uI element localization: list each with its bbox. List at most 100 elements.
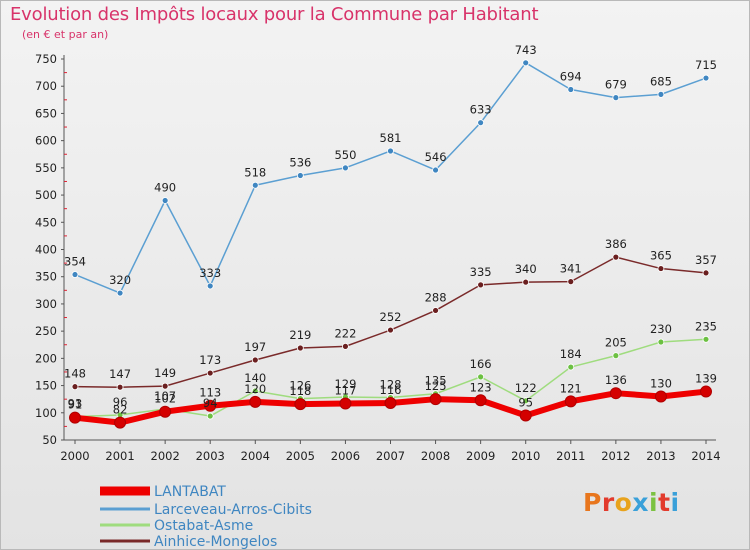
data-label: 94 — [203, 396, 218, 410]
data-label: 102 — [154, 392, 176, 406]
data-label: 694 — [560, 69, 582, 83]
chart-subtitle: (en € et par an) — [22, 28, 109, 41]
data-label: 140 — [244, 371, 266, 385]
data-point — [342, 164, 349, 172]
y-tick-label: 650 — [35, 106, 57, 120]
data-label: 135 — [425, 374, 447, 388]
data-point — [654, 390, 667, 403]
data-point — [339, 397, 352, 410]
x-tick-label: 2002 — [151, 449, 180, 463]
data-label: 320 — [109, 273, 131, 287]
chart-title: Evolution des Impôts locaux pour la Comm… — [10, 4, 539, 25]
y-tick-label: 400 — [35, 243, 57, 257]
x-tick-label: 2006 — [331, 449, 360, 463]
data-point — [251, 356, 259, 364]
data-label: 91 — [68, 398, 83, 412]
data-label: 518 — [244, 165, 266, 179]
data-point — [206, 282, 214, 290]
data-label: 341 — [560, 262, 582, 276]
data-point — [519, 409, 532, 422]
data-label: 743 — [515, 43, 537, 57]
data-label: 96 — [113, 395, 128, 409]
data-label: 149 — [154, 366, 176, 380]
data-label: 107 — [154, 389, 176, 403]
data-label: 128 — [380, 378, 402, 392]
x-tick-label: 2008 — [421, 449, 450, 463]
x-tick-label: 2007 — [376, 449, 405, 463]
data-label: 139 — [695, 372, 717, 386]
data-label: 126 — [289, 379, 311, 393]
y-tick-label: 700 — [35, 79, 57, 93]
x-tick-label: 2012 — [601, 449, 630, 463]
logo-letter: x — [632, 488, 649, 517]
data-label: 386 — [605, 237, 627, 251]
data-point — [477, 373, 485, 381]
data-label: 357 — [695, 253, 717, 267]
data-point — [477, 281, 485, 289]
logo-letter: i — [670, 488, 680, 517]
data-point — [204, 399, 217, 412]
data-label: 222 — [334, 326, 356, 340]
x-tick-label: 2010 — [511, 449, 540, 463]
x-tick-label: 2004 — [241, 449, 270, 463]
data-label: 129 — [334, 377, 356, 391]
data-label: 633 — [470, 103, 492, 117]
data-point — [432, 166, 439, 174]
data-point — [296, 172, 304, 179]
y-tick-label: 750 — [35, 52, 57, 66]
x-tick-label: 2001 — [105, 449, 134, 463]
logo-letter: i — [649, 488, 659, 517]
x-tick-label: 2014 — [691, 449, 720, 463]
data-point — [609, 387, 622, 400]
data-label: 197 — [244, 340, 266, 354]
y-tick-label: 100 — [35, 406, 57, 420]
data-point — [702, 269, 710, 277]
data-label: 173 — [199, 353, 221, 367]
legend-label: LANTABAT — [154, 484, 226, 500]
data-point — [657, 338, 665, 346]
series-lantabat — [69, 385, 712, 429]
series-ainhice-mongelos — [71, 253, 710, 391]
data-label: 116 — [380, 383, 402, 397]
data-point — [567, 278, 575, 286]
data-label: 536 — [289, 155, 311, 169]
data-point — [564, 395, 577, 408]
logo-letter: o — [614, 488, 633, 517]
series-line — [74, 62, 707, 294]
data-point — [612, 253, 620, 261]
x-tick-label: 2009 — [466, 449, 495, 463]
data-label: 340 — [515, 262, 537, 276]
data-point — [522, 397, 530, 405]
data-point — [71, 383, 79, 391]
data-point — [116, 289, 124, 297]
data-point — [522, 278, 530, 286]
data-label: 288 — [425, 290, 447, 304]
data-label: 335 — [470, 265, 492, 279]
y-tick-label: 200 — [35, 351, 57, 365]
data-point — [657, 265, 665, 272]
y-tick-label: 450 — [35, 215, 57, 229]
legend-item: Larceveau-Arros-Cibits — [100, 502, 312, 518]
data-label: 95 — [518, 396, 533, 410]
data-point — [612, 94, 620, 102]
data-label: 205 — [605, 336, 627, 350]
data-label: 490 — [154, 181, 176, 195]
data-point — [69, 411, 81, 424]
y-tick-label: 600 — [35, 134, 57, 148]
x-tick-label: 2003 — [196, 449, 225, 463]
legend-label: Ostabat-Asme — [154, 518, 253, 534]
data-point — [249, 395, 262, 408]
logo-letter: P — [583, 488, 602, 517]
data-label: 130 — [650, 376, 672, 390]
legend-item: LANTABAT — [100, 484, 226, 500]
legend-label: Ainhice-Mongelos — [154, 534, 277, 550]
data-label: 120 — [244, 382, 266, 396]
data-label: 125 — [425, 379, 447, 393]
data-point — [114, 416, 127, 429]
data-point — [700, 385, 712, 398]
data-label: 123 — [470, 380, 492, 394]
series-larceveau-arros-cibits — [71, 59, 710, 297]
data-label: 148 — [64, 367, 86, 381]
